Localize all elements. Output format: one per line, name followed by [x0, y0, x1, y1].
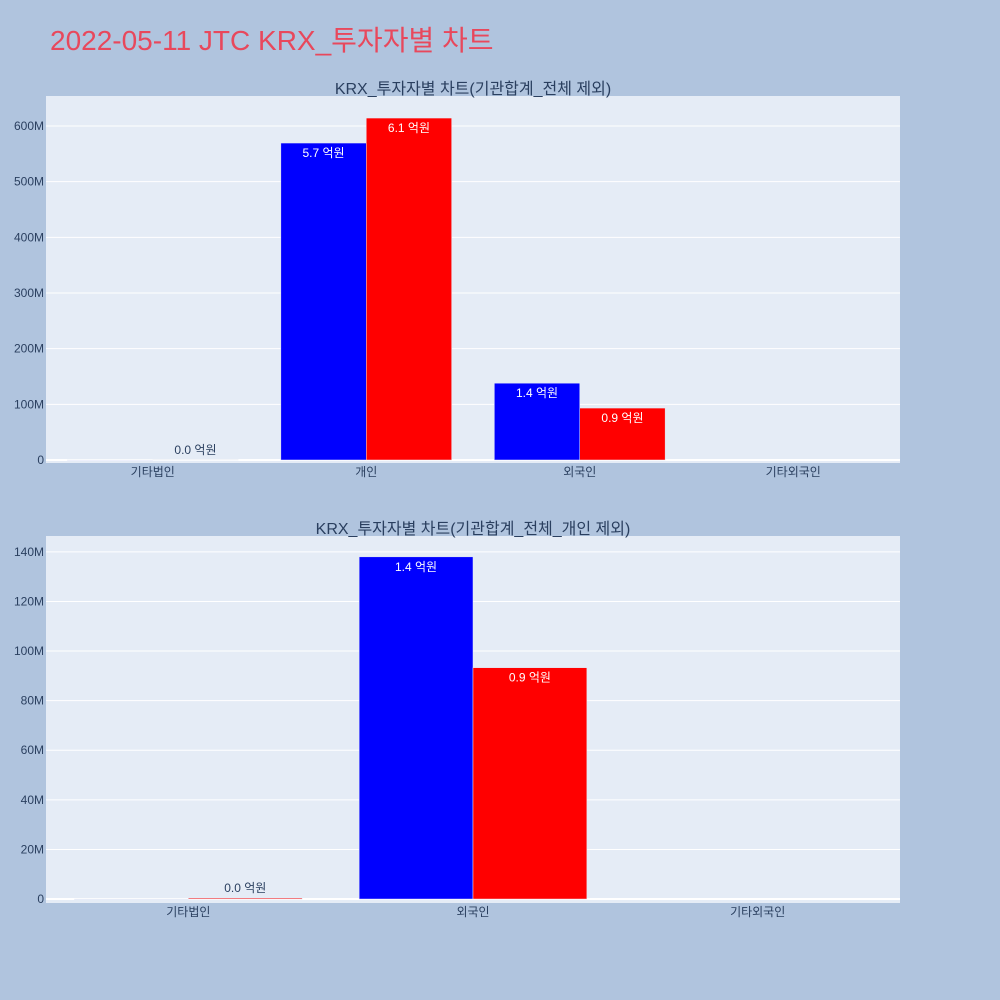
- y-tick-label: 140M: [14, 545, 44, 559]
- y-tick-label: 120M: [14, 594, 44, 608]
- y-tick-label: 500M: [14, 175, 44, 189]
- x-tick-label: 외국인: [563, 465, 596, 479]
- bar: [366, 117, 452, 461]
- x-tick-label: 기타법인: [166, 905, 210, 919]
- y-tick-label: 100M: [14, 644, 44, 658]
- x-tick-label: 개인: [355, 465, 377, 479]
- chart-excluding-institutions-and-individuals: 0 20M 40M 60M 80M 100M 120M 140M 1.4 억원 0.0 억원 0.9…: [14, 520, 900, 919]
- y-tick-label: 60M: [21, 743, 44, 757]
- bar: [472, 667, 588, 900]
- y-tick-label: 80M: [21, 694, 44, 708]
- y-tick-label: 0: [37, 453, 44, 467]
- bar-value-label: 1.4 억원: [516, 386, 558, 400]
- bar-value-label: 5.7 억원: [302, 146, 344, 160]
- x-tick-label: 기타외국인: [766, 465, 821, 479]
- bar-value-label: 1.4 억원: [395, 560, 437, 574]
- y-tick-label: 40M: [21, 793, 44, 807]
- subplot-title: KRX_투자자별 차트(기관합계_전체_개인 제외): [316, 520, 631, 538]
- y-tick-label: 300M: [14, 286, 44, 300]
- bar-value-label: 0.9 억원: [509, 671, 551, 685]
- bar: [358, 556, 474, 900]
- x-tick-label: 기타외국인: [730, 905, 785, 919]
- bar: [280, 142, 367, 461]
- bar: [188, 897, 303, 900]
- y-tick-label: 200M: [14, 342, 44, 356]
- figure-title: 2022-05-11 JTC KRX_투자자별 차트: [50, 25, 494, 56]
- subplot-title: KRX_투자자별 차트(기관합계_전체 제외): [335, 80, 611, 98]
- bar: [579, 407, 666, 461]
- chart-excluding-institutions: 0 100M 200M 300M 400M 500M 600M 5.7 억원 1.4 억원 0.0…: [14, 80, 900, 479]
- bar-value-label: 0.0 억원: [224, 881, 266, 895]
- plot-area: [46, 96, 900, 463]
- bar-value-label: 0.0 억원: [174, 443, 216, 457]
- y-tick-label: 600M: [14, 119, 44, 133]
- y-tick-label: 0: [37, 892, 44, 906]
- bar: [494, 382, 581, 461]
- x-tick-label: 기타법인: [131, 465, 175, 479]
- bar-value-label: 6.1 억원: [388, 121, 430, 135]
- x-tick-label: 외국인: [456, 905, 489, 919]
- y-tick-label: 100M: [14, 397, 44, 411]
- y-tick-label: 20M: [21, 842, 44, 856]
- bar-value-label: 0.9 억원: [601, 411, 643, 425]
- y-tick-label: 400M: [14, 230, 44, 244]
